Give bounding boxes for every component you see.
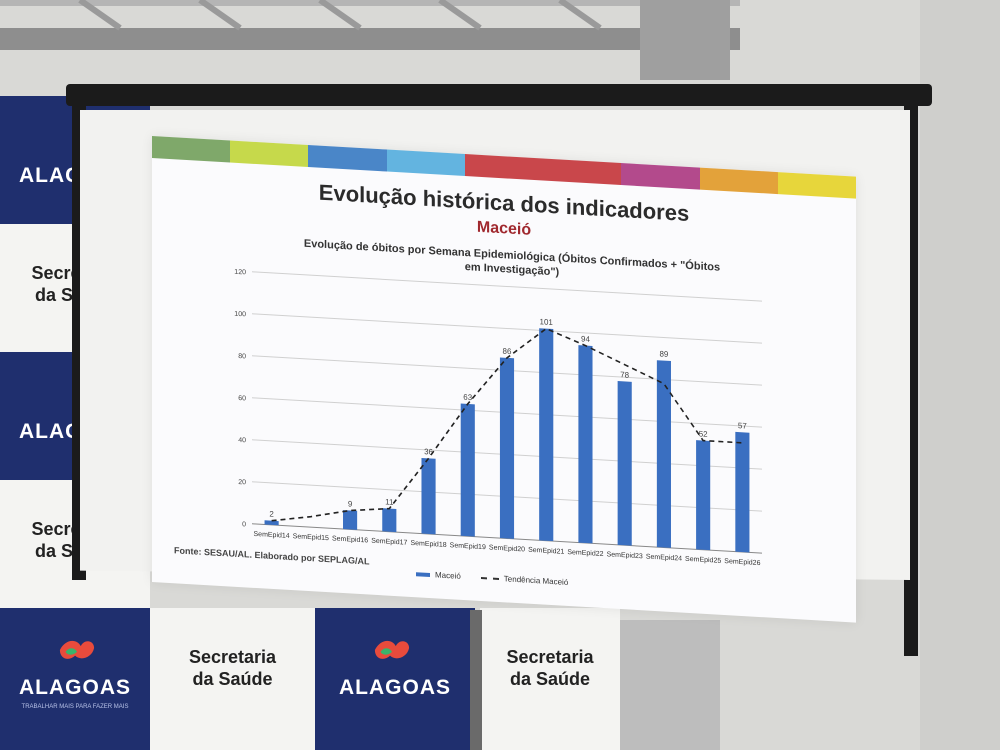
x-tick-label: SemEpid15 — [293, 533, 329, 542]
grid-line — [252, 271, 762, 302]
bar — [578, 345, 593, 544]
projected-slide: Evolução histórica dos indicadores Macei… — [152, 136, 856, 623]
x-tick-label: SemEpid16 — [332, 535, 368, 544]
banner-logo-panel: ALAGOAS — [315, 608, 475, 750]
legend-label: Maceió — [435, 570, 461, 581]
strip-segment — [152, 136, 231, 163]
data-label: 86 — [503, 347, 512, 357]
bar — [696, 440, 711, 551]
bar — [343, 510, 358, 530]
ceiling-truss — [0, 0, 740, 80]
y-tick-label: 100 — [234, 311, 246, 319]
strip-segment — [386, 149, 465, 177]
strip-segment — [777, 172, 856, 199]
chart-legend: Maceió Tendência Maceió — [416, 569, 568, 587]
x-tick-label: SemEpid22 — [567, 549, 603, 558]
x-tick-label: SemEpid24 — [646, 553, 682, 562]
x-tick-label: SemEpid14 — [254, 531, 290, 540]
strip-segment — [308, 145, 387, 172]
strip-segment — [464, 154, 544, 181]
bar — [264, 520, 279, 526]
trend-line — [271, 327, 743, 522]
bar — [382, 508, 397, 533]
bar — [460, 403, 475, 537]
bar — [617, 381, 632, 546]
right-wall — [920, 0, 1000, 750]
truss-leg — [620, 620, 720, 750]
projector-screen-case — [66, 84, 932, 106]
x-tick-label: SemEpid20 — [489, 544, 525, 553]
grid-line — [252, 313, 762, 344]
legend-dash-swatch — [480, 576, 499, 580]
x-tick-label: SemEpid23 — [607, 551, 643, 560]
data-label: 11 — [385, 497, 394, 507]
y-tick-label: 120 — [234, 269, 246, 277]
strip-segment — [699, 167, 778, 195]
bar — [656, 360, 671, 548]
y-tick-label: 20 — [238, 479, 246, 486]
x-tick-label: SemEpid19 — [450, 542, 486, 551]
bar — [421, 457, 436, 535]
banner-brand: ALAGOAS — [19, 676, 131, 699]
bar — [735, 431, 750, 553]
data-label: 94 — [581, 334, 590, 344]
strip-segment — [230, 140, 309, 168]
stand-pole — [470, 610, 482, 750]
banner-tagline: TRABALHAR MAIS PARA FAZER MAIS — [21, 704, 129, 710]
data-label: 101 — [540, 317, 554, 327]
data-label: 89 — [659, 349, 668, 359]
x-tick-label: SemEpid21 — [528, 547, 564, 556]
data-label: 2 — [269, 510, 274, 519]
y-tick-label: 60 — [238, 395, 246, 402]
x-tick-label: SemEpid26 — [724, 558, 760, 567]
data-label: 63 — [463, 393, 472, 403]
x-tick-label: SemEpid17 — [371, 538, 407, 547]
data-label: 52 — [699, 429, 708, 439]
data-label: 78 — [620, 370, 629, 380]
y-tick-label: 40 — [238, 437, 246, 444]
alagoas-logo-icon — [374, 640, 410, 659]
strip-segment — [621, 163, 700, 190]
x-tick-label: SemEpid18 — [410, 540, 446, 549]
y-tick-label: 80 — [238, 353, 246, 360]
data-label: 36 — [424, 447, 433, 457]
data-label: 57 — [738, 421, 747, 431]
bar — [539, 328, 554, 542]
y-tick-label: 0 — [242, 521, 246, 528]
x-tick-label: SemEpid25 — [685, 556, 721, 565]
banner-brand: ALAGOAS — [339, 676, 451, 699]
bar-chart: 0 20 40 60 80 100 120 2 SemEpid14 SemEpid15 9 SemEp… — [234, 269, 762, 567]
legend-label: Tendência Maceió — [503, 574, 569, 588]
strip-segment — [543, 158, 622, 186]
data-label: 9 — [348, 499, 353, 508]
bar — [499, 357, 515, 539]
banner-logo-panel: ALAGOAS TRABALHAR MAIS PARA FAZER MAIS — [0, 608, 150, 750]
legend-bar-swatch — [416, 571, 430, 577]
alagoas-logo-icon — [59, 640, 95, 659]
legend-item-tendencia: Tendência Maceió — [480, 573, 569, 588]
legend-item-maceio: Maceió — [416, 569, 461, 581]
